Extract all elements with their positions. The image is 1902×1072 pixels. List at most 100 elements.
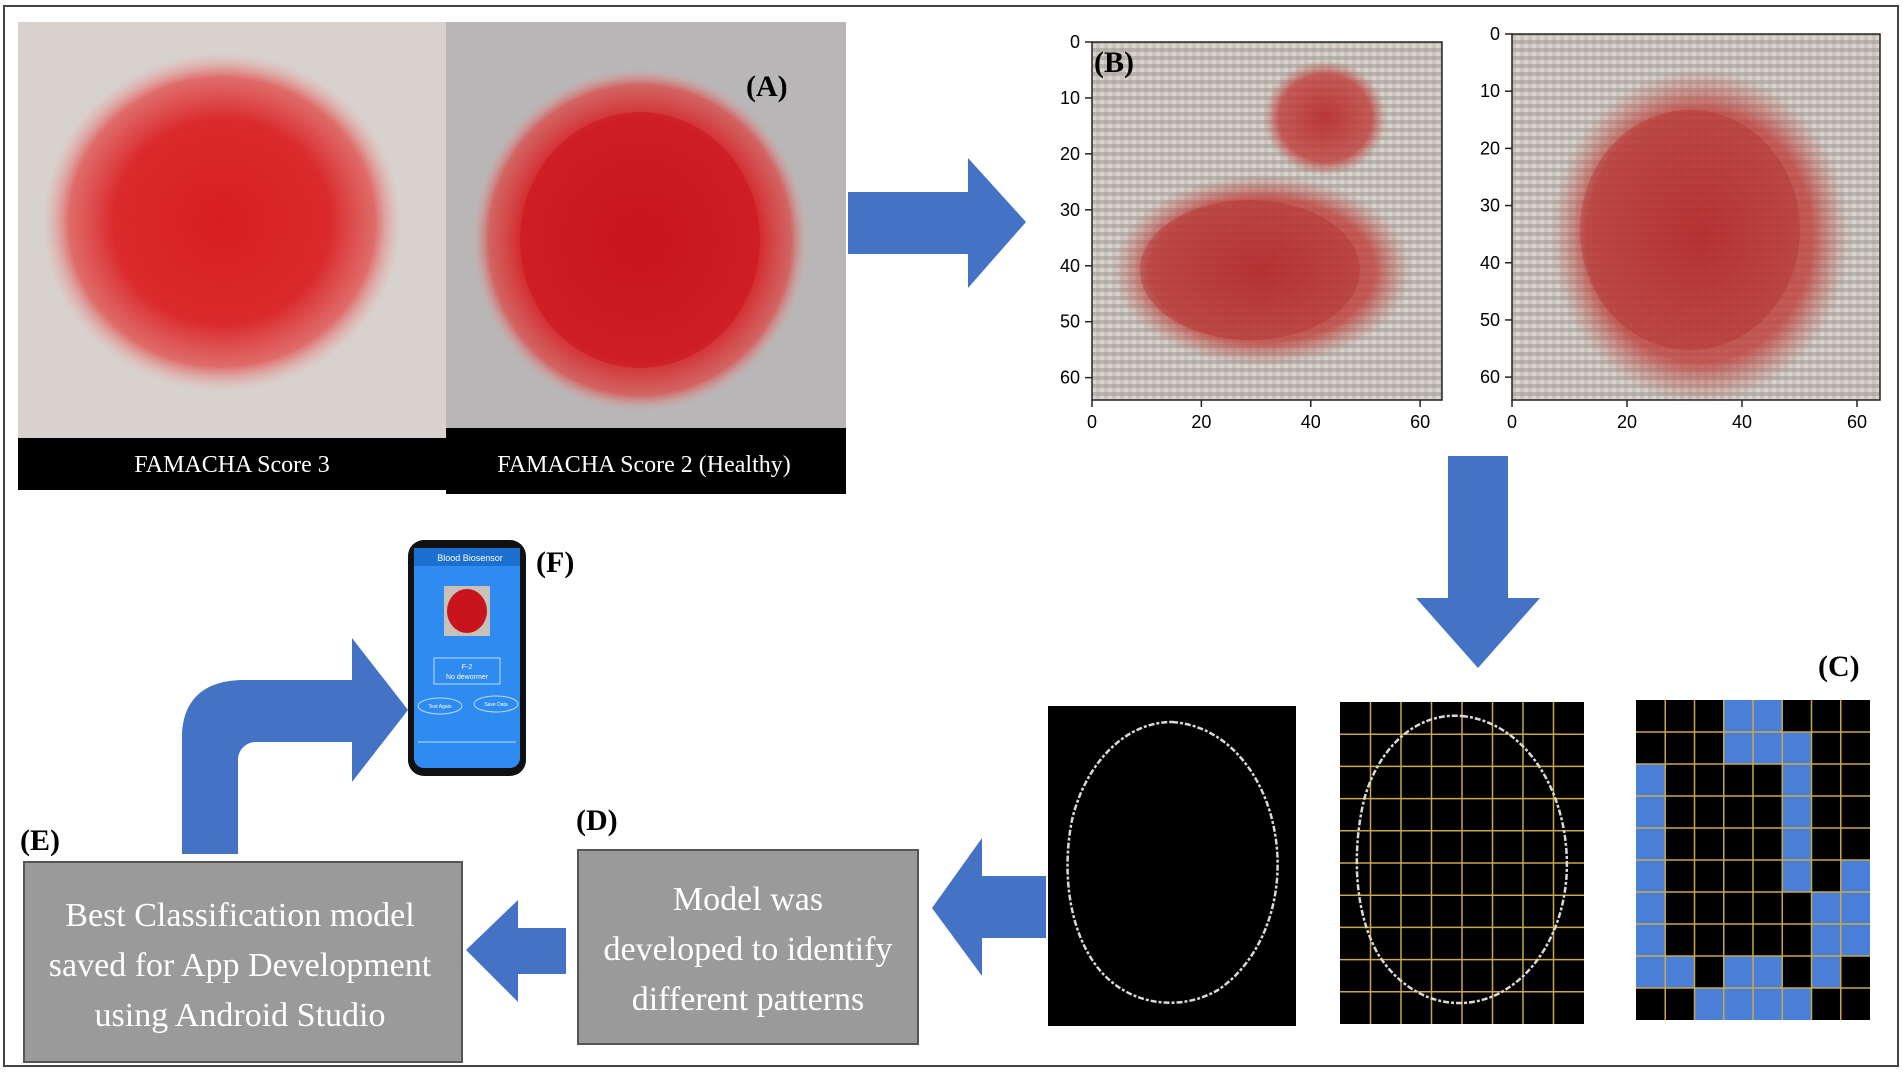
figure-border [3,5,1899,1067]
plot1-y-ticks: 0 10 20 30 40 50 60 [1060,32,1092,388]
plot1-x-tick-label: 40 [1301,412,1321,432]
caption-bar-score2 [446,428,846,494]
plot2-x-tick-label: 0 [1507,412,1517,432]
plot2-y-tick-label: 40 [1480,253,1500,273]
plot2-y-ticks: 0 10 20 30 40 50 60 [1480,24,1512,387]
box-e-line-1: Best Classification model [65,897,414,934]
caption-score2: FAMACHA Score 2 (Healthy) [497,452,791,478]
plot1-x-ticks: 0 20 40 60 [1087,400,1430,432]
box-d-line-1: Model was [673,881,823,918]
pixel-cell-on [1636,796,1666,828]
pixel-cell-on [1636,764,1666,796]
phone-app-bar [414,548,520,566]
pixel-cell-on [1782,828,1812,860]
pixel-grid-lines [1636,700,1870,1020]
pixel-cell-on [1753,988,1783,1020]
phone-save-data-button [473,695,519,713]
pixel-cell-on [1665,956,1695,988]
pixel-cell-on [1723,732,1753,764]
arrow-e-to-f [182,638,408,854]
panel-d: Model was developed to identify differen… [576,804,919,1045]
pixel-cells [1636,700,1870,1020]
plot1-x-tick-label: 0 [1087,412,1097,432]
pixel-cell-on [1636,828,1666,860]
pixel-cell-on [1782,988,1812,1020]
plot1-y-tick-label: 30 [1060,200,1080,220]
box-e-line-3: using Android Studio [95,997,386,1034]
grid-lines [1340,702,1584,1024]
pixel-cell-on [1723,988,1753,1020]
panel-a: FAMACHA Score 3 FAMACHA Score 2 (Healthy… [18,22,846,494]
phone-blood-drop [447,589,487,633]
plot1-y-tick-label: 60 [1060,368,1080,388]
pixel-cell-on [1753,732,1783,764]
plot2-blob-main [1550,68,1850,404]
plot2-x-tick-label: 60 [1847,412,1867,432]
pixel-cell-on [1811,924,1841,956]
plot1-y-tick-label: 0 [1070,32,1080,52]
plot2-y-tick-label: 10 [1480,81,1500,101]
pixel-cell-on [1840,892,1870,924]
plot1-x-tick-label: 20 [1191,412,1211,432]
phone-app-title: Blood Biosensor [437,553,503,563]
pixel-cell-on [1636,860,1666,892]
plot1-blob-top [1263,60,1387,176]
box-d-line-3: different patterns [632,981,865,1018]
pixel-cell-on [1723,956,1753,988]
phone-result-box [433,657,501,685]
pixel-cell-on [1723,700,1753,732]
pixel-cell-on [1782,796,1812,828]
panel-b-tag: (B) [1094,46,1134,79]
pixel-cell-on [1636,892,1666,924]
box-e [23,861,463,1063]
pixel-cell-on [1636,924,1666,956]
box-e-line-2: saved for App Development [49,947,432,984]
panel-d-tag: (D) [576,804,618,837]
blood-drop-score2-core [520,112,760,368]
phone-result-line-1: F-2 [462,664,473,671]
plot1-blob-core [1140,200,1360,340]
plot2-y-tick-label: 0 [1490,24,1500,44]
plot1-y-tick-label: 20 [1060,144,1080,164]
blood-drop-score3 [42,52,402,392]
arrow-b-to-c [1416,456,1540,668]
plot2-x-tick-label: 40 [1732,412,1752,432]
plot1-blob-main [1112,174,1412,366]
arrow-a-to-b [848,158,1026,288]
phone-test-again-button [417,697,463,715]
box-d-line-2: developed to identify [604,931,893,968]
plot2-x-ticks: 0 20 40 60 [1507,400,1867,432]
pixel-cell-on [1636,956,1666,988]
pixel-cell-on [1782,732,1812,764]
pixel-cell-on [1753,700,1783,732]
plot2-blob-core [1580,110,1800,350]
edge-image [1048,706,1296,1026]
panel-c-tag: (C) [1818,650,1860,683]
panel-f: Blood Biosensor F-2 No dewormer Test Aga… [408,540,574,776]
box-d [577,849,919,1045]
caption-bar-score3 [18,438,446,490]
panel-a-tag: (A) [746,70,788,103]
plot1-x-tick-label: 60 [1410,412,1430,432]
arrow-d-to-e [466,900,566,1002]
phone-save-data-label: Save Data [484,702,508,708]
arrow-c-to-d [932,838,1046,976]
plot1-y-tick-label: 40 [1060,256,1080,276]
pixel-cell-on [1694,988,1724,1020]
phone-test-again-label: Test Again [428,704,451,710]
caption-score3: FAMACHA Score 3 [134,452,330,478]
phone-result-line-2: No dewormer [446,674,489,681]
pixel-cell-on [1753,956,1783,988]
plot2-y-tick-label: 20 [1480,138,1500,158]
plot2-y-tick-label: 50 [1480,310,1500,330]
plot1-y-tick-label: 10 [1060,88,1080,108]
pixel-cell-on [1811,956,1841,988]
pixel-cell-on [1811,892,1841,924]
pixel-cell-on [1782,764,1812,796]
panel-f-tag: (F) [536,546,574,579]
plot1-y-tick-label: 50 [1060,312,1080,332]
panel-b: 0 20 40 60 0 10 20 30 40 50 60 0 20 40 60 0 10 20 30 40 5… [1060,24,1881,432]
plot2-x-tick-label: 20 [1617,412,1637,432]
edge-contour [1066,720,1279,1004]
